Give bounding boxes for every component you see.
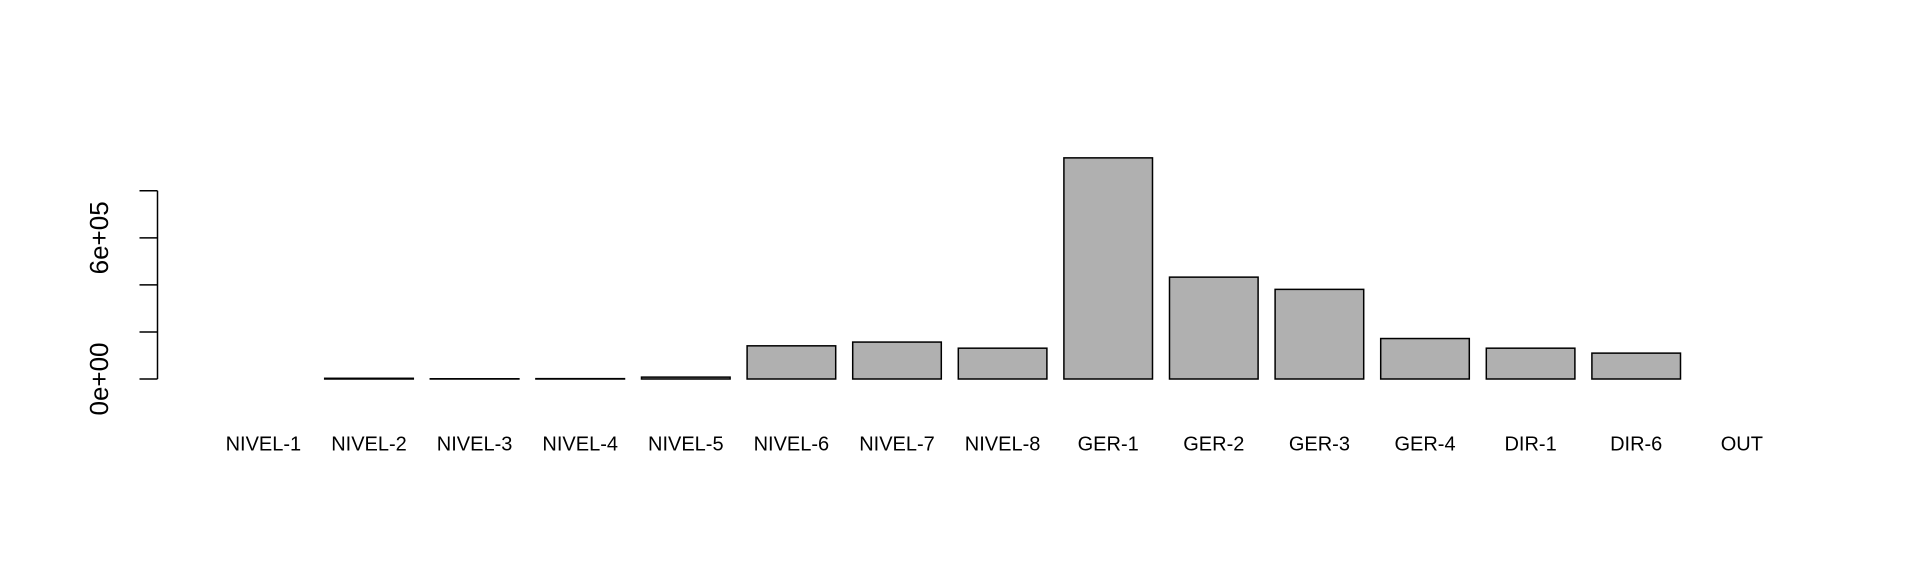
x-tick-label: DIR-6 xyxy=(1610,433,1662,455)
bar xyxy=(957,347,1048,380)
bar xyxy=(1274,288,1365,380)
x-tick-label: OUT xyxy=(1721,433,1763,455)
bar xyxy=(1591,352,1682,380)
x-tick-label: NIVEL-7 xyxy=(859,433,935,455)
x-tick-label: GER-4 xyxy=(1394,433,1455,455)
bar xyxy=(1063,157,1154,380)
x-tick-label: NIVEL-8 xyxy=(965,433,1041,455)
x-tick-label: NIVEL-4 xyxy=(542,433,618,455)
x-tick-label: GER-1 xyxy=(1078,433,1139,455)
x-tick-label: GER-3 xyxy=(1289,433,1350,455)
bar xyxy=(640,376,731,380)
bar xyxy=(1485,347,1576,380)
bar xyxy=(851,341,943,380)
x-tick-label: NIVEL-6 xyxy=(754,433,830,455)
x-tick-label: NIVEL-5 xyxy=(648,433,724,455)
y-tick-label: 0e+00 xyxy=(84,342,114,415)
bar xyxy=(1379,337,1471,380)
y-tick-label: 6e+05 xyxy=(84,201,114,274)
x-tick-label: NIVEL-3 xyxy=(437,433,513,455)
bar xyxy=(746,345,837,380)
x-tick-label: DIR-1 xyxy=(1504,433,1556,455)
bar xyxy=(323,377,415,380)
x-tick-label: GER-2 xyxy=(1183,433,1244,455)
x-tick-label: NIVEL-2 xyxy=(331,433,407,455)
bar xyxy=(1168,276,1259,380)
x-tick-label: NIVEL-1 xyxy=(226,433,302,455)
